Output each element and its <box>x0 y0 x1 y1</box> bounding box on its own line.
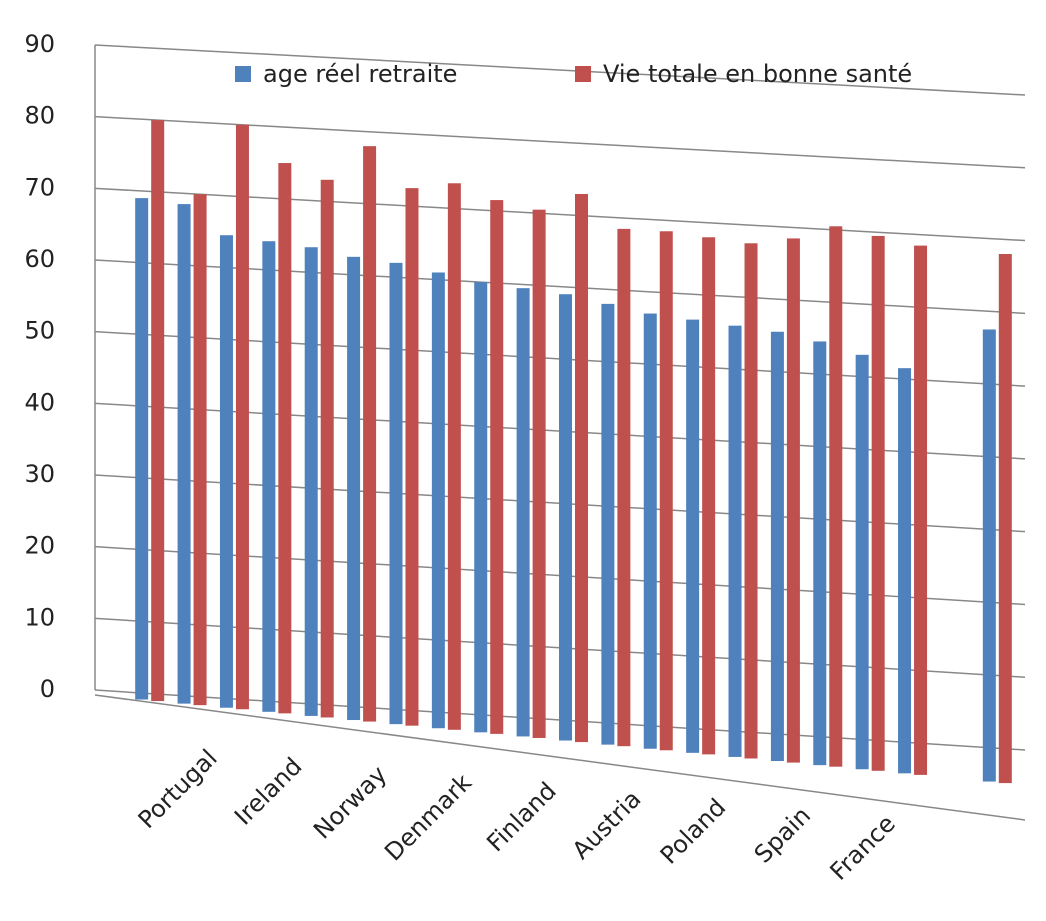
y-tick-label: 60 <box>24 245 55 273</box>
grid-line <box>94 187 1026 242</box>
x-tick-label: Ireland <box>229 752 307 830</box>
y-tick-label: 0 <box>40 675 55 703</box>
x-tick-label: Finland <box>481 777 561 857</box>
x-tick-label: Poland <box>655 793 731 869</box>
legend-swatch <box>575 66 591 82</box>
bar <box>389 262 403 725</box>
bar <box>728 325 742 757</box>
bar <box>744 243 758 759</box>
bar <box>431 272 445 729</box>
x-tick-label: France <box>825 810 901 886</box>
x-tick-label: Norway <box>308 760 392 844</box>
bar <box>702 237 716 755</box>
bar <box>871 235 885 771</box>
bar <box>998 254 1012 784</box>
bar <box>474 282 488 733</box>
bar <box>786 238 800 763</box>
x-tick-label: Austria <box>567 785 647 865</box>
y-tick-label: 50 <box>24 317 55 345</box>
grid-line <box>94 115 1026 169</box>
y-tick-label: 30 <box>24 460 55 488</box>
bar <box>447 183 461 730</box>
bar <box>193 194 207 706</box>
y-tick-label: 90 <box>24 30 55 58</box>
x-tick-label: Portugal <box>133 744 223 834</box>
bar <box>643 313 657 749</box>
y-tick-label: 40 <box>24 388 55 416</box>
x-axis <box>94 694 1026 821</box>
bar <box>559 294 572 741</box>
y-tick-label: 20 <box>24 532 55 560</box>
x-tick-label: Denmark <box>379 768 477 866</box>
legend-label: age réel retraite <box>263 60 457 88</box>
bar <box>363 146 377 722</box>
bar <box>532 209 546 738</box>
bar <box>659 231 673 751</box>
legend-swatch <box>235 66 251 82</box>
bar <box>601 303 615 745</box>
y-tick-label: 10 <box>24 603 55 631</box>
bar <box>855 354 869 770</box>
grid-line <box>94 259 1026 315</box>
y-tick-label: 70 <box>24 173 55 201</box>
bar <box>490 200 504 734</box>
bar <box>405 188 419 726</box>
bar <box>219 235 233 708</box>
grid-line <box>94 44 1026 96</box>
bar <box>235 124 249 710</box>
bar <box>262 241 276 712</box>
bar <box>770 331 784 762</box>
bar <box>914 245 928 775</box>
bar <box>982 329 996 782</box>
legend-label: Vie totale en bonne santé <box>603 60 912 88</box>
bar <box>686 319 700 753</box>
bar <box>347 256 361 721</box>
bar <box>617 228 631 747</box>
x-tick-label: Spain <box>749 801 816 868</box>
bar <box>304 247 318 716</box>
bar <box>320 179 334 718</box>
bar <box>575 193 588 743</box>
y-tick-label: 80 <box>24 102 55 130</box>
bar <box>135 198 149 700</box>
bar <box>898 368 912 774</box>
bar <box>177 204 191 704</box>
bar <box>829 226 843 767</box>
bar <box>516 288 530 737</box>
bar <box>278 163 292 714</box>
bar <box>151 120 165 702</box>
bar <box>813 341 827 766</box>
